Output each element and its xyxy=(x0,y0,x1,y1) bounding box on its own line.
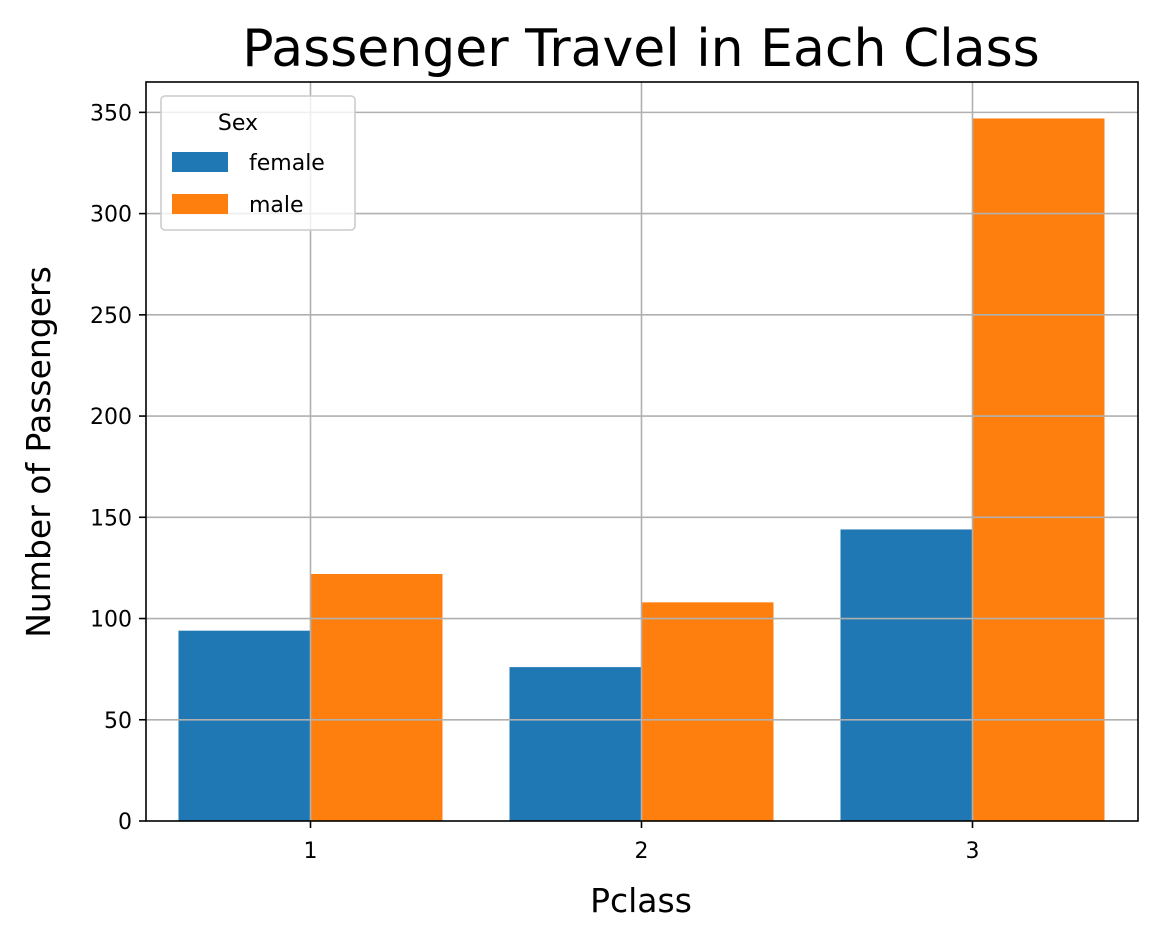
y-tick-label: 250 xyxy=(90,304,132,329)
x-tick-label: 1 xyxy=(304,839,318,864)
chart-title: Passenger Travel in Each Class xyxy=(242,19,1040,79)
bar-female-class-1 xyxy=(178,630,311,821)
bar-male-class-3 xyxy=(972,118,1105,821)
y-tick-label: 350 xyxy=(90,101,132,126)
y-tick-label: 50 xyxy=(104,709,132,734)
bar-female-class-2 xyxy=(509,667,642,821)
x-tick-label: 2 xyxy=(635,839,649,864)
y-axis-label: Number of Passengers xyxy=(19,266,58,638)
legend-title: Sex xyxy=(218,111,258,136)
x-axis-ticks: 1 2 3 xyxy=(304,821,980,864)
bars xyxy=(178,118,1105,821)
y-axis-ticks: 0 50 100 150 200 250 300 350 xyxy=(90,101,146,835)
legend-swatch-female xyxy=(172,152,228,172)
x-axis-label: Pclass xyxy=(590,881,692,920)
legend-swatch-male xyxy=(172,194,228,214)
legend-label-male: male xyxy=(249,193,304,218)
bar-female-class-3 xyxy=(840,529,973,821)
legend: Sex female male xyxy=(160,95,356,231)
y-tick-label: 200 xyxy=(90,405,132,430)
bar-male-class-1 xyxy=(310,573,443,821)
y-tick-label: 0 xyxy=(118,810,132,835)
bar-male-class-2 xyxy=(641,602,774,821)
y-tick-label: 150 xyxy=(90,506,132,531)
y-tick-label: 100 xyxy=(90,608,132,633)
legend-label-female: female xyxy=(249,151,325,176)
y-tick-label: 300 xyxy=(90,203,132,228)
x-tick-label: 3 xyxy=(966,839,980,864)
